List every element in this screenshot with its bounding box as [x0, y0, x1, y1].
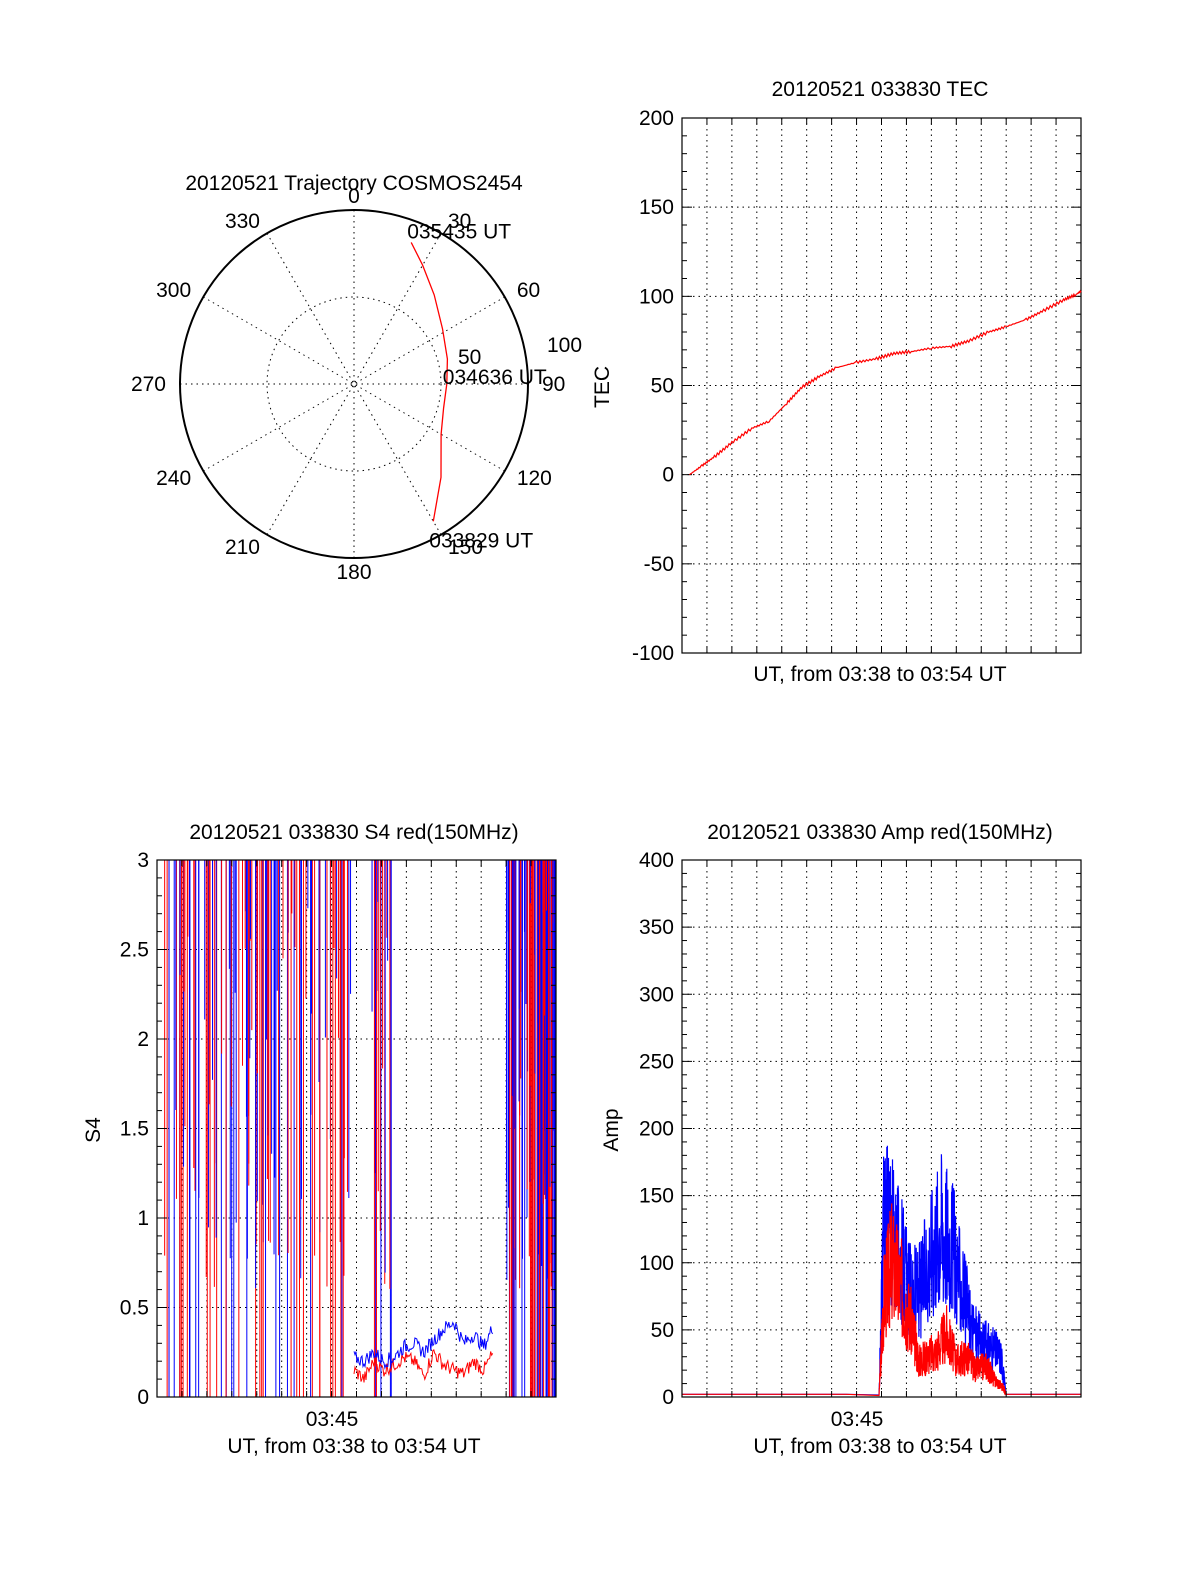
amp-x-axis-label: UT, from 03:38 to 03:54 UT: [753, 1435, 1006, 1458]
amp-y-tick-label: 400: [639, 849, 674, 872]
tec-y-axis-label: TEC: [591, 366, 614, 408]
polar-time-annotation: 035435 UT: [407, 220, 511, 243]
tec-y-tick-label: 100: [639, 285, 674, 308]
amp-y-tick-label: 150: [639, 1185, 674, 1208]
polar-annotations: 035435 UT 034636 UT 033829 UT: [407, 220, 547, 552]
amp-chart: 20120521 033830 Amp red(150MHz) 0 50 100 15…: [600, 821, 1082, 1458]
s4-x-tick-label: 03:45: [306, 1408, 359, 1431]
s4-y-tick-label: 1: [137, 1207, 149, 1230]
amp-series-red-line: [682, 1203, 1081, 1397]
tec-chart: 20120521 033830 TEC -100-50050100150200 …: [591, 78, 1082, 686]
polar-angle-label: 330: [225, 210, 260, 233]
polar-spoke-150: [266, 233, 442, 535]
s4-ticks: [157, 859, 556, 1398]
amp-y-tick-labels: 0 50 100 150 200 250 300 350 400: [639, 849, 674, 1409]
s4-series-red-line: [353, 1349, 494, 1383]
polar-angle-label: 30: [448, 210, 471, 233]
polar-trajectory-chart: 20120521 Trajectory COSMOS2454 0 30 60 90 12…: [131, 172, 582, 584]
amp-y-tick-label: 0: [662, 1386, 674, 1409]
polar-angle-label: 60: [517, 279, 540, 302]
tec-ticks: [682, 117, 1081, 654]
amp-y-tick-label: 100: [639, 1252, 674, 1275]
tec-y-tick-label: 150: [639, 196, 674, 219]
s4-y-tick-label: 1.5: [120, 1118, 149, 1141]
amp-title: 20120521 033830 Amp red(150MHz): [707, 821, 1053, 844]
s4-y-tick-labels: 0 0.5 1 1.5 2 2.5 3: [120, 849, 149, 1409]
polar-angle-label: 180: [336, 561, 371, 584]
polar-title: 20120521 Trajectory COSMOS2454: [185, 172, 523, 195]
polar-angle-label: 0: [348, 185, 360, 208]
polar-inner-circle: [266, 296, 442, 472]
tec-y-tick-label: 50: [651, 375, 674, 398]
s4-y-axis-label: S4: [82, 1117, 105, 1143]
polar-angle-label: 300: [156, 279, 191, 302]
polar-angle-labels: 0 30 60 90 120 150 180 210 240 270 300 330: [131, 185, 565, 584]
polar-angle-label: 240: [156, 467, 191, 490]
polar-angle-label: 150: [448, 536, 483, 559]
tec-title: 20120521 033830 TEC: [772, 78, 989, 101]
amp-y-tick-label: 50: [651, 1319, 674, 1342]
tec-x-axis-label: UT, from 03:38 to 03:54 UT: [753, 663, 1006, 686]
s4-y-tick-label: 2.5: [120, 939, 149, 962]
tec-grid: [682, 118, 1081, 653]
tec-y-tick-label: 200: [639, 107, 674, 130]
tec-y-tick-labels: -100 -50 0 50 100 150 200: [632, 107, 674, 665]
s4-spikes: [164, 860, 557, 1397]
amp-x-tick-label: 03:45: [831, 1408, 884, 1431]
s4-x-axis-label: UT, from 03:38 to 03:54 UT: [227, 1435, 480, 1458]
polar-angle-label: 210: [225, 536, 260, 559]
polar-time-annotation: 034636 UT: [443, 366, 547, 389]
s4-chart: 20120521 033830 S4 red(150MHz) 0 0.5 1 1.5 2…: [82, 821, 557, 1458]
tec-series-line: [689, 289, 1082, 476]
s4-y-tick-label: 2: [137, 1028, 149, 1051]
amp-y-tick-label: 350: [639, 916, 674, 939]
amp-y-axis-label: Amp: [600, 1108, 623, 1151]
tec-y-tick-label: 0: [662, 464, 674, 487]
s4-y-tick-label: 0: [137, 1386, 149, 1409]
polar-time-annotation: 033829 UT: [429, 529, 533, 552]
tec-y-tick-label: -100: [632, 642, 674, 665]
amp-ticks: [682, 859, 1081, 1398]
amp-y-tick-label: 250: [639, 1050, 674, 1073]
polar-angle-label: 270: [131, 373, 166, 396]
polar-radial-label-100: 100: [547, 334, 582, 357]
polar-radial-label-50: 50: [458, 346, 481, 369]
amp-y-tick-label: 300: [639, 983, 674, 1006]
s4-y-tick-label: 0.5: [120, 1297, 149, 1320]
amp-grid: [682, 860, 1081, 1397]
s4-title: 20120521 033830 S4 red(150MHz): [189, 821, 518, 844]
amp-y-tick-label: 200: [639, 1118, 674, 1141]
polar-trajectory-line: [410, 242, 449, 522]
s4-series-blue-line: [353, 1321, 494, 1370]
polar-spoke-30: [266, 233, 442, 535]
polar-angle-label: 90: [542, 373, 565, 396]
s4-y-tick-label: 3: [137, 849, 149, 872]
polar-angle-label: 120: [517, 467, 552, 490]
tec-y-tick-label: -50: [644, 553, 674, 576]
